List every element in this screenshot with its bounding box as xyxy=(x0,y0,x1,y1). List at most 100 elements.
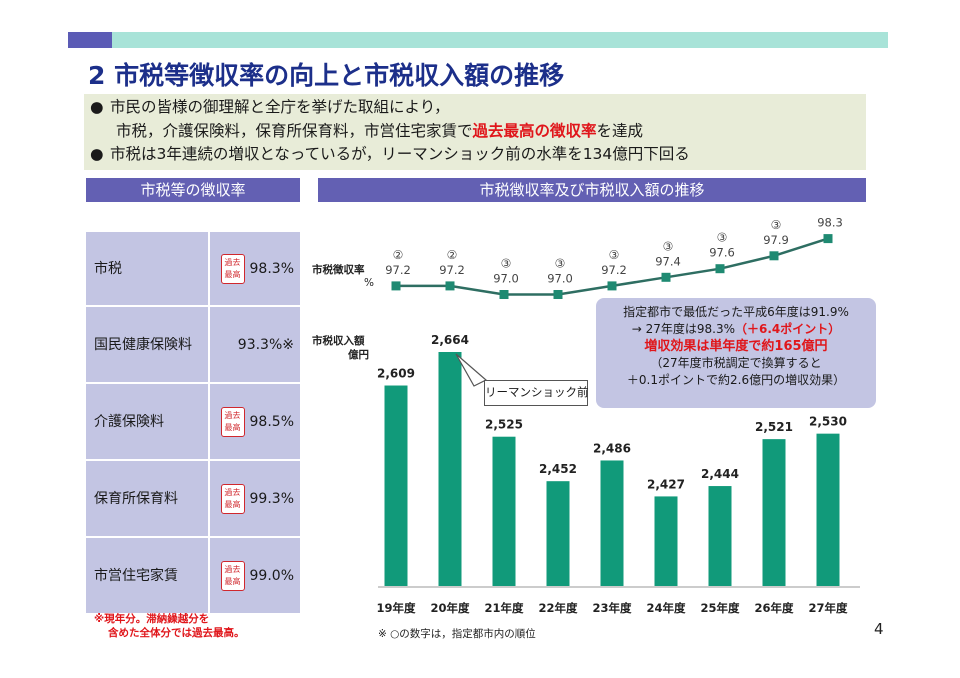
callout-line-3: 増収効果は単年度で約165億円 xyxy=(644,339,828,354)
rate-value-cell: 過去 最高 99.3% xyxy=(208,461,300,536)
rate-point xyxy=(553,290,563,299)
category-label: 25年度 xyxy=(700,601,740,615)
rate-row: 国民健康保険料 93.3%※ xyxy=(86,307,300,384)
stamp-line-2: 最高 xyxy=(224,422,241,432)
rate-value-cell: 過去 最高 99.0% xyxy=(208,538,300,613)
revenue-axis-label: 市税収入額 xyxy=(312,334,365,347)
rate-value-label: 98.3 xyxy=(817,216,843,230)
stamp-line-1: 過去 xyxy=(224,487,241,497)
revenue-bar xyxy=(816,433,840,586)
callout-line-5: ＋0.1ポイントで約2.6億円の増収効果） xyxy=(626,373,846,387)
rate-name: 市営住宅家賃 xyxy=(86,538,208,613)
stamp-line-1: 過去 xyxy=(224,564,241,574)
rate-name: 保育所保育料 xyxy=(86,461,208,536)
callout-line-4: （27年度市税調定で換算すると xyxy=(650,356,822,370)
rate-row: 市営住宅家賃 過去 最高 99.0% xyxy=(86,538,300,615)
category-label: 26年度 xyxy=(754,601,794,615)
rate-value: 99.3% xyxy=(249,490,294,507)
top-decor-dark xyxy=(68,32,112,48)
rate-point xyxy=(769,251,779,261)
bullet-2-line: ● 市税は3年連続の増収となっているが，リーマンショック前の水準を134億円下回る xyxy=(90,143,866,167)
callout-point-gain: （＋6.4ポイント） xyxy=(735,322,841,336)
revenue-bar xyxy=(600,460,624,586)
revenue-bar-label: 2,427 xyxy=(647,477,685,491)
rate-value-label: 97.2 xyxy=(439,263,465,277)
rate-row: 介護保険料 過去 最高 98.5% xyxy=(86,384,300,461)
category-label: 23年度 xyxy=(592,601,632,615)
collection-rate-table: 市税 過去 最高 98.3% 国民健康保険料 93.3%※ 介護保険料 過去 最高 98.5% 保育… xyxy=(86,230,300,615)
revenue-bar xyxy=(546,481,570,586)
bullet-1-text-2: 市税，介護保険料，保育所保育料，市営住宅家賃で xyxy=(116,121,473,140)
category-label: 20年度 xyxy=(430,601,470,615)
rate-footnote-line-1: ※現年分。滞納繰越分を xyxy=(94,613,210,625)
category-label: 19年度 xyxy=(376,601,416,615)
record-high-stamp: 過去 最高 xyxy=(220,483,245,514)
bullet-marker: ● xyxy=(90,98,104,116)
revenue-bar xyxy=(708,486,732,586)
callout-line-2: → 27年度は98.3%（＋6.4ポイント） xyxy=(600,321,872,338)
rate-value-label: 97.2 xyxy=(601,263,627,277)
rate-value-cell: 過去 最高 98.5% xyxy=(208,384,300,459)
bullet-1-text-3: を達成 xyxy=(596,121,644,140)
stamp-line-2: 最高 xyxy=(224,576,241,586)
rate-value: 99.0% xyxy=(249,567,294,584)
rate-axis-label: 市税徴収率 xyxy=(312,263,365,276)
callout-line-2-text: → 27年度は98.3% xyxy=(631,322,735,336)
revenue-bar-label: 2,452 xyxy=(539,462,577,476)
category-label: 22年度 xyxy=(538,601,578,615)
category-label: 21年度 xyxy=(484,601,524,615)
category-label: 24年度 xyxy=(646,601,686,615)
stamp-line-1: 過去 xyxy=(224,410,241,420)
rate-point xyxy=(445,281,455,291)
right-section-header: 市税徴収率及び市税収入額の推移 xyxy=(318,178,866,202)
record-high-stamp: 過去 最高 xyxy=(220,406,245,437)
revenue-bar xyxy=(384,385,408,586)
rate-value-label: 97.0 xyxy=(547,272,573,286)
revenue-bar-label: 2,664 xyxy=(431,333,469,347)
revenue-bar-label: 2,444 xyxy=(701,467,739,481)
rate-point xyxy=(499,290,509,299)
bullet-1-highlight: 過去最高の徴収率 xyxy=(472,121,597,140)
rate-value-label: 97.2 xyxy=(385,263,411,277)
bullet-2-text: 市税は3年連続の増収となっているが，リーマンショック前の水準を134億円下回る xyxy=(110,145,690,163)
revenue-bar-label: 2,530 xyxy=(809,415,847,429)
page-title: 2 市税等徴収率の向上と市税収入額の推移 xyxy=(88,61,565,90)
rank-label: ③ xyxy=(501,257,512,271)
stamp-line-2: 最高 xyxy=(224,499,241,509)
rate-point xyxy=(823,234,833,244)
revenue-bar-label: 2,609 xyxy=(377,367,415,381)
rate-value-label: 97.6 xyxy=(709,246,735,260)
rate-value-cell: 過去 最高 98.3% xyxy=(208,232,300,305)
revenue-bar-label: 2,525 xyxy=(485,418,523,432)
rank-label: ③ xyxy=(609,248,620,262)
rate-row: 保育所保育料 過去 最高 99.3% xyxy=(86,461,300,538)
rate-callout: 指定都市で最低だった平成6年度は91.9% → 27年度は98.3%（＋6.4ポ… xyxy=(596,298,876,408)
bullet-1-line-2: 市税，介護保険料，保育所保育料，市営住宅家賃で過去最高の徴収率を達成 xyxy=(90,120,866,144)
top-decor-light xyxy=(112,32,888,48)
stamp-line-1: 過去 xyxy=(224,257,241,267)
callout-line-1: 指定都市で最低だった平成6年度は91.9% xyxy=(623,305,849,319)
record-high-stamp: 過去 最高 xyxy=(220,253,245,284)
rank-label: ③ xyxy=(717,231,728,245)
rate-footnote: ※現年分。滞納繰越分を 含めた全体分では過去最高。 xyxy=(94,612,245,640)
rate-point xyxy=(391,281,401,291)
rate-value: 93.3%※ xyxy=(237,336,294,353)
revenue-bar-label: 2,486 xyxy=(593,441,631,455)
lehman-pointer xyxy=(455,353,488,387)
rank-label: ② xyxy=(393,248,404,262)
rate-point xyxy=(661,272,671,282)
rate-value-label: 97.4 xyxy=(655,254,681,268)
rate-row: 市税 過去 最高 98.3% xyxy=(86,230,300,307)
bullet-1-line-1: ● 市民の皆様の御理解と全庁を挙げた取組により， xyxy=(90,96,866,120)
chart-footnote: ※ ○の数字は，指定都市内の順位 xyxy=(378,628,536,640)
revenue-axis-unit: 億円 xyxy=(348,348,369,361)
rate-value: 98.5% xyxy=(249,413,294,430)
page-number: 4 xyxy=(874,620,884,638)
rate-name: 市税 xyxy=(86,232,208,305)
record-high-stamp: 過去 最高 xyxy=(220,560,245,591)
rank-label: ③ xyxy=(771,218,782,232)
bullet-marker: ● xyxy=(90,145,104,163)
lehman-callout: リーマンショック前 xyxy=(484,380,589,406)
rate-value-label: 97.0 xyxy=(493,272,519,286)
rank-label: ③ xyxy=(663,239,674,253)
